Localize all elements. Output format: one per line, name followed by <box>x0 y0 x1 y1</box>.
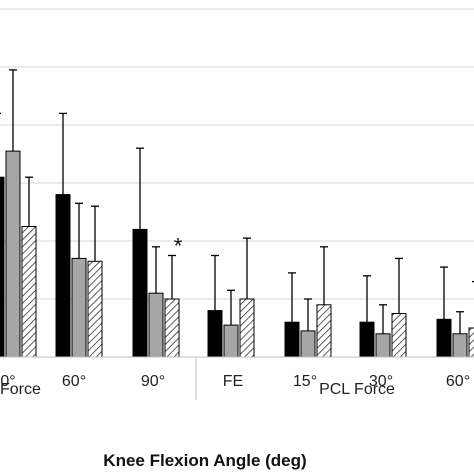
error-bars: * <box>0 69 474 334</box>
bar-1-0 <box>5 150 21 358</box>
bars <box>0 150 474 358</box>
bar-0-2 <box>132 228 148 358</box>
bar-0-5 <box>359 321 375 358</box>
bar-1-6 <box>452 333 468 358</box>
bar-2-3 <box>239 298 255 358</box>
bar-2-4 <box>316 304 332 358</box>
bar-0-6 <box>436 318 452 358</box>
x-tick-label: FE <box>223 373 243 390</box>
bar-1-1 <box>71 257 87 358</box>
bar-2-2 <box>164 298 180 358</box>
x-tick-label: 60° <box>446 373 470 390</box>
bar-0-3 <box>207 310 223 358</box>
bar-0-1 <box>55 194 71 358</box>
group-label: Force <box>0 381 41 398</box>
bar-1-4 <box>300 330 316 358</box>
bar-2-6 <box>468 327 474 358</box>
bar-0-4 <box>284 321 300 358</box>
bar-2-0 <box>21 226 37 358</box>
x-tick-label: 30° <box>369 373 393 390</box>
x-tick-label: 60° <box>62 373 86 390</box>
x-tick-labels: 0° 60° 90° FE 15° 30° 60° <box>0 373 470 390</box>
gridlines <box>0 8 474 300</box>
x-tick-label: 90° <box>141 373 165 390</box>
bar-2-5 <box>391 313 407 358</box>
bar-1-5 <box>375 333 391 358</box>
x-tick-label: 0° <box>0 373 15 390</box>
bar-0-0 <box>0 176 5 358</box>
bar-1-3 <box>223 324 239 358</box>
bar-1-2 <box>148 292 164 358</box>
bar-2-1 <box>87 260 103 358</box>
group-labels: Force PCL Force <box>0 381 395 398</box>
x-axis-title: Knee Flexion Angle (deg) <box>103 451 306 470</box>
x-tick-label: 15° <box>293 373 317 390</box>
significance-asterisk: * <box>174 234 183 259</box>
group-label: PCL Force <box>319 381 395 398</box>
